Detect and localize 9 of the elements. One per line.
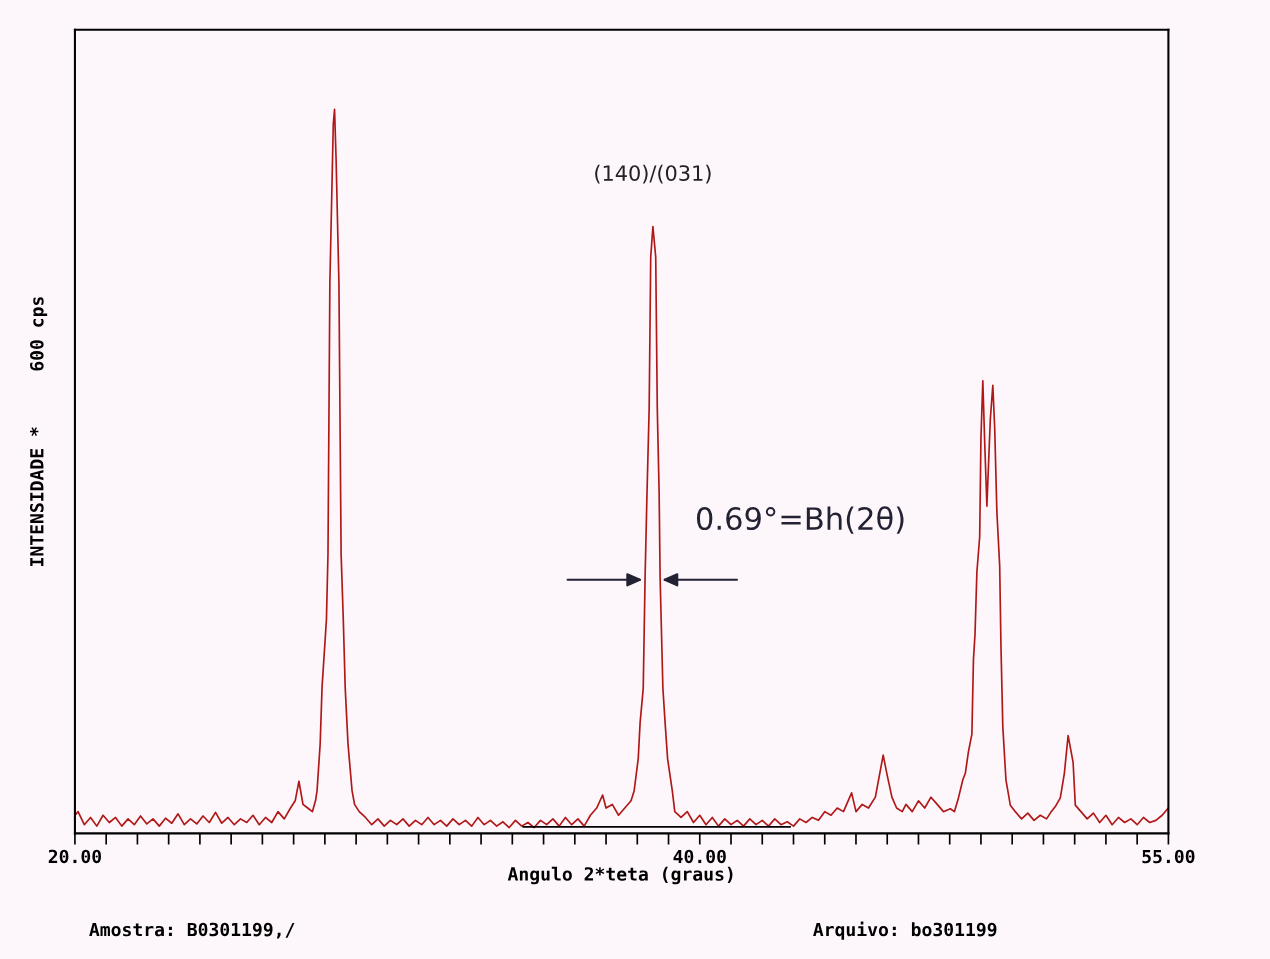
annotation: (140)/(031): [595, 164, 711, 184]
annotation: 0.69°=Bh(2θ): [696, 506, 904, 534]
text: Amostra: B0301199,/: [89, 922, 295, 939]
text: Arquivo: bo301199: [813, 921, 997, 940]
x-axis-title: Angulo 2*teta (graus): [507, 866, 733, 885]
x-tick-label: 55.00: [1142, 849, 1195, 864]
x-tick-label: 20.00: [48, 849, 102, 864]
y-axis-title: INTENSIDADE * 600 cps: [30, 297, 48, 566]
x-tick-label: 40.00: [673, 849, 726, 864]
